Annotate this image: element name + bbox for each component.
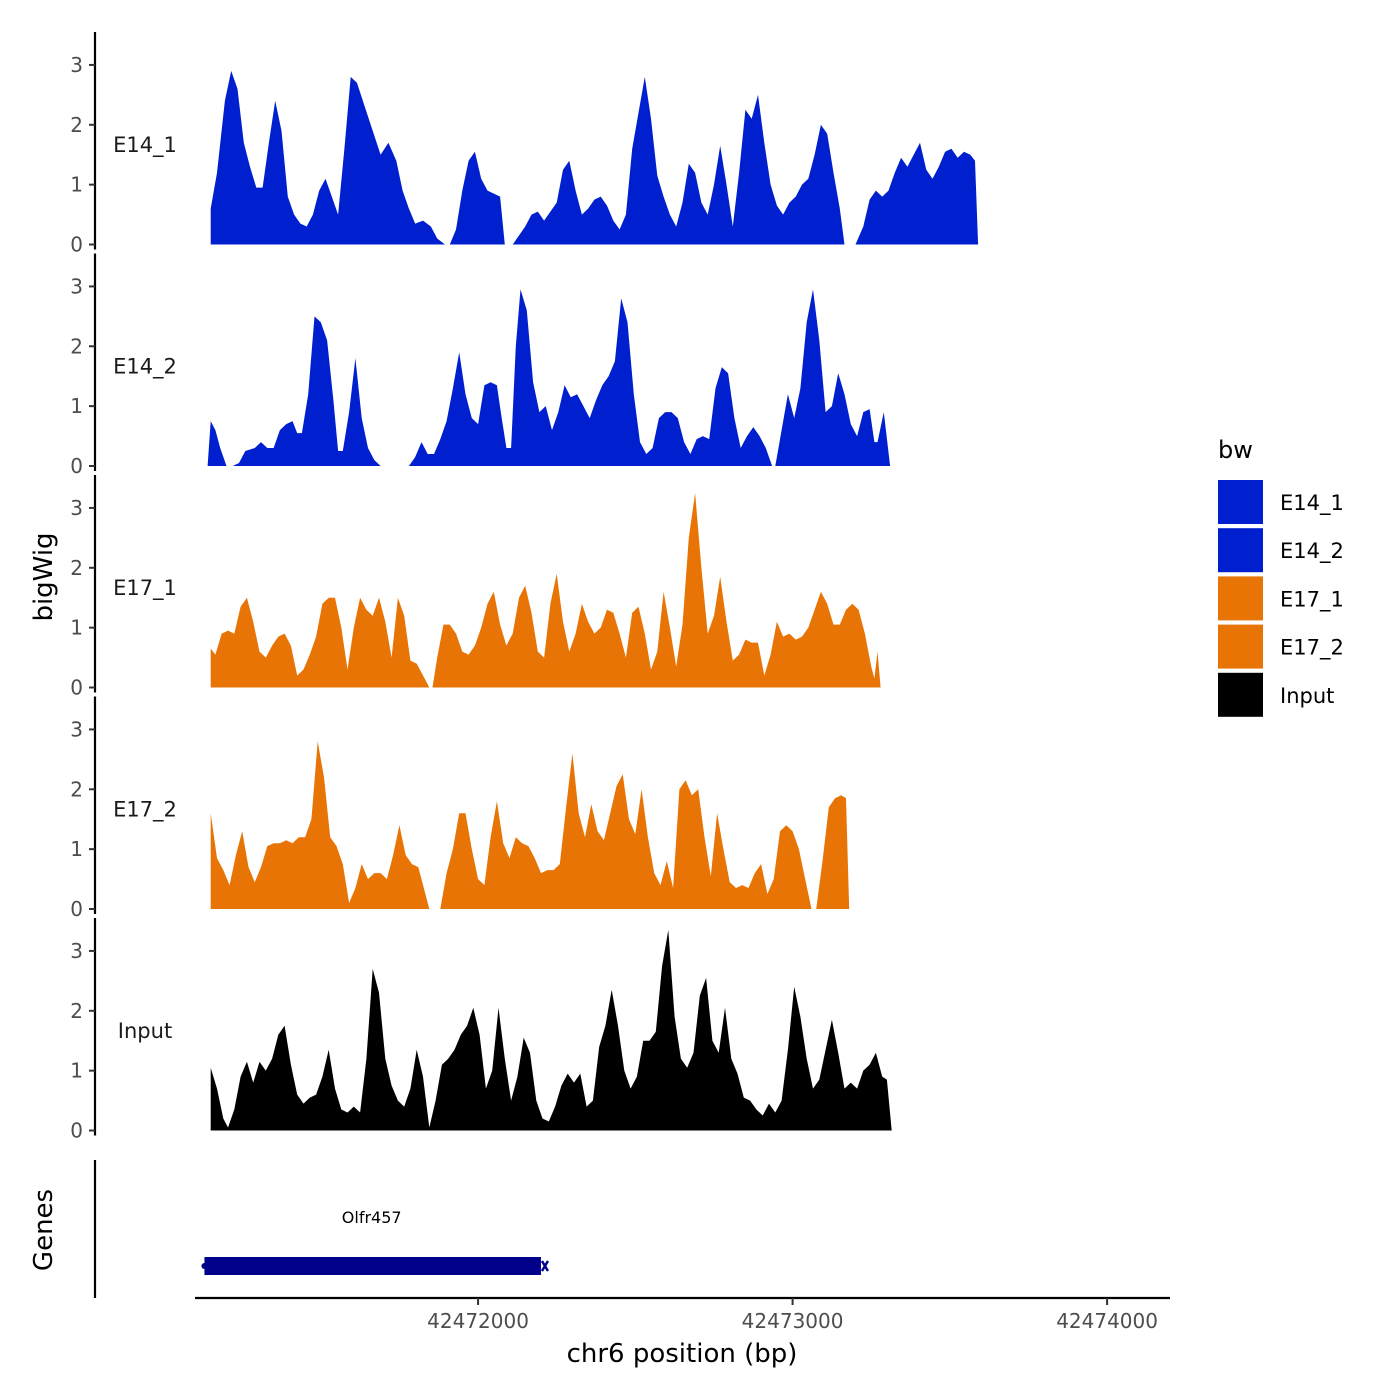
track-E17_2: 0 1 2 3 E17_2 [70,696,850,921]
track-label: E14_2 [113,354,177,379]
x-tick-label: 42474000 [1056,1309,1158,1333]
genes-track-title: Genes [29,1189,59,1271]
y-tick-label: 1 [70,616,83,640]
y-tick-label: 1 [70,173,83,197]
legend-entry-E14_2: E14_2 [1218,528,1344,573]
legend-swatch [1218,624,1263,669]
legend-label: Input [1280,684,1334,708]
x-tick-label: 42472000 [427,1309,529,1333]
legend-entry-Input: Input [1218,672,1334,717]
area-Input [210,930,892,1131]
y-tick-label: 1 [70,1059,83,1083]
legend-swatch [1218,528,1263,573]
y-tick-label: 0 [70,454,83,478]
track-E14_2: 0 1 2 3 E14_2 [70,253,891,478]
area-E14_2 [207,289,891,466]
y-tick-label: 2 [70,334,83,358]
genes: Olfr457 [201,1208,550,1275]
y-tick-label: 3 [70,274,83,298]
y-tick-label: 3 [70,717,83,741]
track-label: Input [118,1019,172,1043]
legend-entries: E14_1 E14_2 E17_1 E17_2 Input [1218,480,1344,717]
gene-track: Genes Olfr457 [29,1160,550,1298]
legend-label: E14_1 [1280,491,1344,516]
y-tick-label: 0 [70,676,83,700]
area-E17_2 [210,741,850,909]
legend-entry-E17_2: E17_2 [1218,624,1344,669]
y-tick-label: 3 [70,496,83,520]
gene-Olfr457: Olfr457 [201,1208,550,1275]
y-tick-label: 2 [70,556,83,580]
legend-swatch [1218,480,1263,524]
legend-swatch [1218,672,1263,717]
gene-start-marker [201,1263,208,1269]
y-tick-label: 0 [70,1119,83,1143]
y-tick-label: 1 [70,837,83,861]
track-E17_1: 0 1 2 3 E17_1 [70,475,881,700]
gene-label: Olfr457 [342,1208,402,1227]
x-ticks: 42472000 42473000 42474000 [427,1298,1158,1333]
x-axis-title: chr6 position (bp) [567,1339,798,1369]
legend-label: E14_2 [1280,539,1344,564]
legend: bw E14_1 E14_2 E17_1 E17_2 Input [1218,436,1344,717]
y-tick-label: 0 [70,233,83,257]
y-tick-label: 0 [70,897,83,921]
track-label: E17_2 [113,797,177,822]
legend-label: E17_2 [1280,636,1344,661]
legend-label: E17_1 [1280,587,1344,612]
legend-entry-E14_1: E14_1 [1218,480,1344,524]
track-E14_1: 0 1 2 3 E14_1 [70,32,979,257]
x-axis: 42472000 42473000 42474000 chr6 position (… [195,1296,1170,1369]
gene-strand-marker [540,1260,550,1272]
y-tick-label: 2 [70,113,83,137]
track-label: E14_1 [113,133,177,158]
y-axis-title: bigWig [29,532,59,621]
y-tick-label: 3 [70,939,83,963]
legend-entry-E17_1: E17_1 [1218,576,1344,621]
legend-title: bw [1218,436,1253,464]
y-tick-label: 3 [70,53,83,77]
track-Input: 0 1 2 3 Input [70,918,892,1143]
x-tick-label: 42473000 [742,1309,844,1333]
legend-swatch [1218,576,1263,621]
track-label: E17_1 [113,576,177,601]
area-E14_1 [210,70,979,245]
area-E17_1 [210,493,881,688]
y-tick-label: 1 [70,394,83,418]
gene-body [204,1257,541,1275]
tracks: 0 1 2 3 E14_1 0 1 2 3 E14_2 0 1 2 3 E17_1 0 1 2 3 E17_2 0 1 2 3… [70,32,979,1143]
y-tick-label: 2 [70,777,83,801]
y-tick-label: 2 [70,999,83,1023]
